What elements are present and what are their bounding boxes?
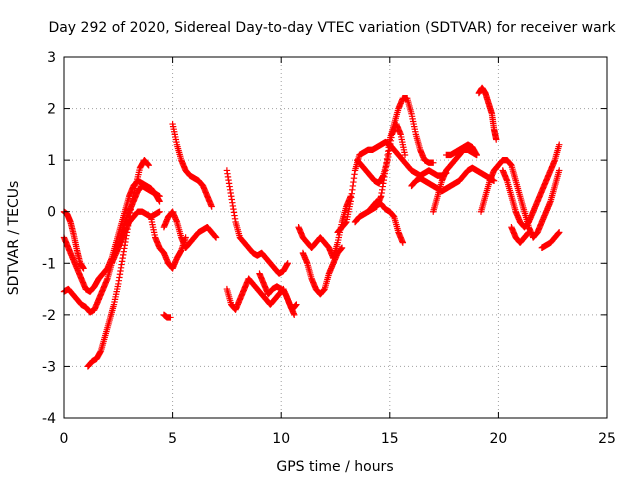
marker-points-arc11 <box>256 270 298 319</box>
y-tick-label: 3 <box>47 50 56 66</box>
series-arc4 <box>84 156 152 370</box>
marker-points-arc14 <box>334 138 450 236</box>
series-arc25 <box>538 229 563 252</box>
marker-points-arc4 <box>84 156 152 370</box>
y-tick-label: 2 <box>47 102 56 118</box>
series-arc5 <box>160 208 220 252</box>
x-tick-label: 0 <box>60 431 69 447</box>
series-arc16 <box>364 198 407 246</box>
series-arc13 <box>299 244 346 298</box>
marker-points-arc23 <box>499 141 563 231</box>
series-arc11 <box>256 270 298 319</box>
x-tick-label: 25 <box>598 431 616 447</box>
x-tick-label: 20 <box>489 431 507 447</box>
marker-points-arc7 <box>147 213 189 272</box>
y-tick-label: -1 <box>42 256 56 272</box>
series-arc21 <box>475 84 500 143</box>
marker-points-arc5 <box>160 208 220 252</box>
y-tick-label: -2 <box>42 308 56 324</box>
series-arc17 <box>354 120 409 187</box>
x-tick-label: 10 <box>272 431 290 447</box>
marker-points-arc8 <box>160 311 174 321</box>
y-tick-label: -3 <box>42 359 56 375</box>
marker-points-arc6 <box>169 120 215 210</box>
marker-points-arc22 <box>477 156 563 241</box>
y-tick-label: 0 <box>47 205 56 221</box>
x-tick-label: 5 <box>168 431 177 447</box>
series-arc1 <box>60 177 163 295</box>
series-arc8 <box>160 311 174 321</box>
marker-points-arc1 <box>60 177 163 295</box>
marker-points-arc10 <box>223 167 291 277</box>
marker-points-arc17 <box>354 120 409 187</box>
axis-ticks: 0 5 10 15 20 25 -4 -3 -2 -1 0 1 2 3 <box>42 50 616 447</box>
plot-frame <box>63 56 608 419</box>
marker-points-arc24 <box>508 223 533 246</box>
x-axis-label: GPS time / hours <box>276 459 393 475</box>
series-arc14 <box>334 138 450 236</box>
marker-points-arc13 <box>299 244 346 298</box>
data-points <box>60 84 563 370</box>
series-arc7 <box>147 213 189 272</box>
y-tick-label: -4 <box>42 411 56 427</box>
series-arc20 <box>443 141 480 159</box>
x-tick-label: 15 <box>381 431 399 447</box>
marker-points-arc25 <box>538 229 563 252</box>
series-arc23 <box>499 141 563 231</box>
marker-points-arc16 <box>364 198 407 246</box>
marker-points-arc26 <box>112 182 163 257</box>
marker-points-arc20 <box>443 141 480 159</box>
series-arc6 <box>169 120 215 210</box>
chart-title: Day 292 of 2020, Sidereal Day-to-day VTE… <box>48 20 616 36</box>
series-arc26 <box>112 182 163 257</box>
series-arc22 <box>477 156 563 241</box>
marker-points-arc21 <box>475 84 500 143</box>
series-arc10 <box>223 167 291 277</box>
y-axis-label: SDTVAR / TECUs <box>6 181 22 296</box>
series-arc24 <box>508 223 533 246</box>
y-tick-label: 1 <box>47 153 56 169</box>
